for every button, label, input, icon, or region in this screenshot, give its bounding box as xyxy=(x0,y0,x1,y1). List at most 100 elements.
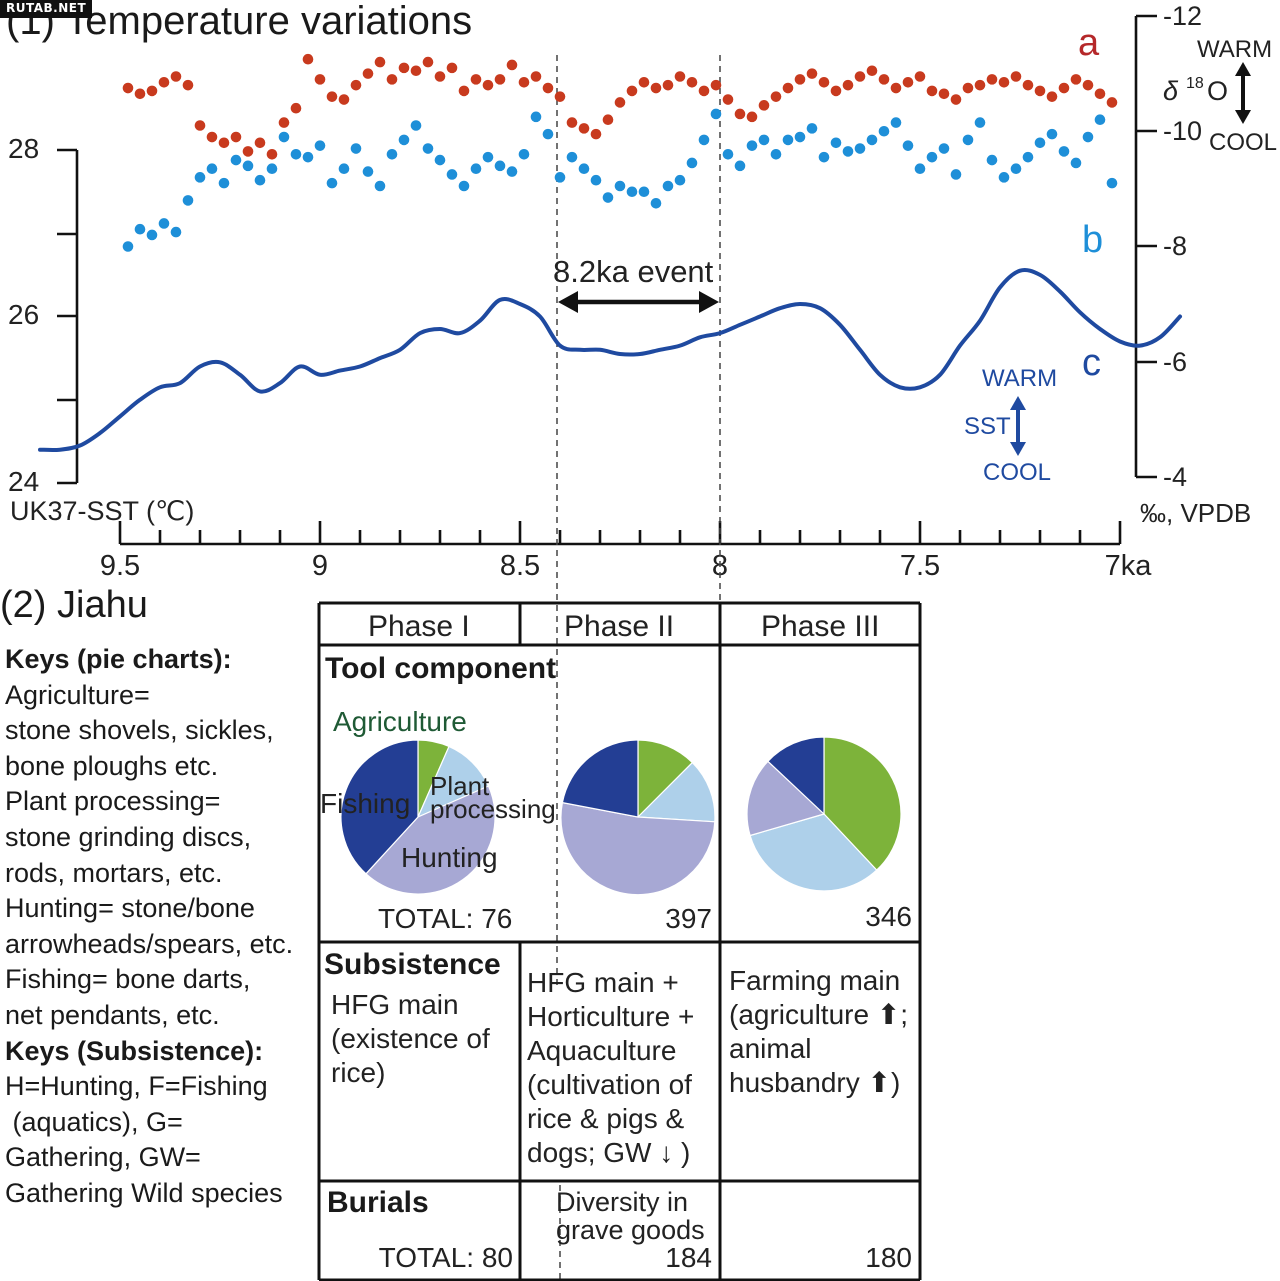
series-b-point xyxy=(782,134,794,146)
series-b-point xyxy=(350,143,362,154)
series-a-point xyxy=(194,120,206,131)
series-a-point xyxy=(350,79,362,91)
series-a-point xyxy=(686,76,698,88)
series-a-point xyxy=(914,71,926,82)
right-tick--10: -10 xyxy=(1163,116,1202,146)
series-b-point xyxy=(230,154,242,166)
subsistence-cell-line: Farming main xyxy=(729,965,900,996)
series-b-point xyxy=(206,163,218,175)
series-a-point xyxy=(734,108,746,120)
series-b-point xyxy=(182,195,194,206)
series-a-point xyxy=(782,82,794,94)
burials-total-phase3: 180 xyxy=(865,1242,912,1273)
series-b-point xyxy=(530,111,542,123)
series-b-point xyxy=(278,131,290,143)
series-a-point xyxy=(554,91,566,102)
series-a-point xyxy=(290,102,302,114)
burials-note-line1: Diversity in xyxy=(556,1187,688,1217)
subsistence-cell-line: Aquaculture xyxy=(527,1035,676,1066)
pie-slice-hunting xyxy=(746,760,826,837)
tool-component-pies xyxy=(340,736,902,896)
d18o-warm-label: WARM xyxy=(1197,36,1272,63)
series-a-point xyxy=(242,146,254,157)
x-tick-label: 8.5 xyxy=(500,550,540,582)
series-a-point xyxy=(458,85,470,97)
series-a-point xyxy=(950,94,962,105)
pie-slice-plant-processing xyxy=(636,761,716,823)
series-a-point xyxy=(146,85,158,97)
series-b-point xyxy=(662,180,674,192)
pie-slice-fishing xyxy=(561,739,639,818)
series-b-point xyxy=(986,154,998,166)
series-a-point xyxy=(806,68,818,79)
series-c-letter: c xyxy=(1082,342,1101,384)
sst-warm-label: WARM xyxy=(982,365,1057,392)
series-a-letter: a xyxy=(1078,22,1100,64)
keys-line: net pendants, etc. xyxy=(5,999,220,1030)
keys-heading: Keys (Subsistence): xyxy=(5,1035,264,1066)
keys-heading: Keys (pie charts): xyxy=(5,644,232,674)
series-a-point xyxy=(494,74,506,85)
burials-heading: Burials xyxy=(327,1186,429,1219)
sst-cool-label: COOL xyxy=(983,459,1051,486)
tool-component-heading: Tool component xyxy=(325,652,556,685)
series-a-point xyxy=(1094,88,1106,100)
subsistence-cell-line: (agriculture ⬆; xyxy=(729,999,908,1030)
series-b-point xyxy=(638,186,650,198)
d18o-cool-label: COOL xyxy=(1209,129,1277,156)
series-b-point xyxy=(710,108,722,120)
keys-line: Fishing= bone darts, xyxy=(5,964,251,995)
series-a-point xyxy=(566,117,578,128)
series-a-point xyxy=(614,97,626,108)
series-a-point xyxy=(830,85,842,97)
subsistence-cell-line: husbandry ⬆) xyxy=(729,1067,900,1098)
left-tick-24: 24 xyxy=(8,466,39,497)
series-b-point xyxy=(626,186,638,198)
series-a-point xyxy=(182,79,194,91)
d18o-warm-cool-legend: WARM COOL δ 18 O xyxy=(1163,36,1277,156)
series-b-point xyxy=(794,131,806,143)
series-b-point xyxy=(518,149,530,160)
series-b-point xyxy=(950,169,962,180)
series-b-point xyxy=(386,149,398,160)
series-b-point xyxy=(1010,163,1022,175)
series-a-point xyxy=(506,59,518,71)
phase-header-1: Phase I xyxy=(368,610,470,643)
subsistence-cell-line: dogs; GW ↓ ) xyxy=(527,1137,690,1168)
series-b-point xyxy=(254,174,266,186)
series-a-point xyxy=(386,74,398,85)
series-b-point xyxy=(914,163,926,175)
series-b-point xyxy=(758,134,770,146)
series-b-point xyxy=(962,134,974,146)
right-tick--4: -4 xyxy=(1163,462,1187,492)
series-a-point xyxy=(902,76,914,88)
series-b-point xyxy=(362,166,374,177)
series-b-point xyxy=(134,223,146,235)
subsistence-cell-line: Horticulture + xyxy=(527,1001,694,1032)
series-b-point xyxy=(314,140,326,151)
event-label: 8.2ka event xyxy=(553,254,714,289)
series-b-point xyxy=(146,229,158,241)
series-a-points xyxy=(122,53,1118,160)
series-a-point xyxy=(1070,74,1082,85)
pie-slice-fishing xyxy=(767,736,825,816)
series-b-point xyxy=(578,163,590,175)
series-b-point xyxy=(542,128,554,140)
pie-slice-agriculture xyxy=(823,736,902,871)
series-a-point xyxy=(758,100,770,111)
series-a-point xyxy=(398,62,410,74)
series-a-point xyxy=(1034,85,1046,97)
series-a-point xyxy=(1010,71,1022,82)
series-b-point xyxy=(890,117,902,128)
series-b-point xyxy=(1082,131,1094,143)
series-b-point xyxy=(926,151,938,163)
series-b-point xyxy=(482,151,494,163)
d18o-sup: 18 xyxy=(1186,75,1204,92)
series-a-point xyxy=(938,88,950,100)
series-a-point xyxy=(698,85,710,97)
series-a-point xyxy=(206,131,218,143)
series-a-point xyxy=(638,76,650,88)
series-a-point xyxy=(530,71,542,82)
